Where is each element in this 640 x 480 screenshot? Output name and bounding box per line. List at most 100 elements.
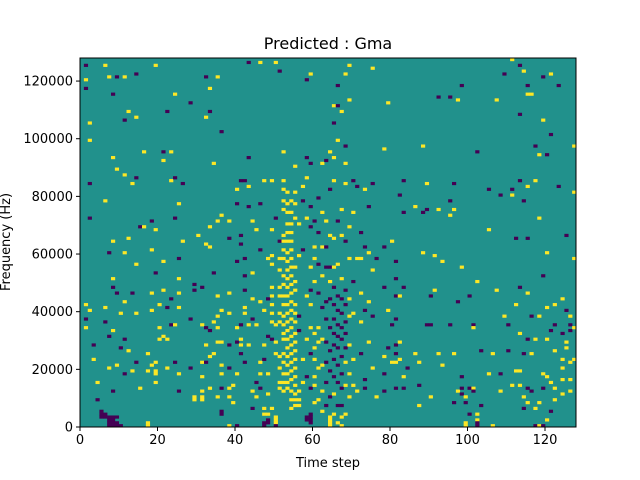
heatmap-cell (498, 389, 503, 393)
heatmap-cell (366, 340, 371, 344)
heatmap-cell (238, 337, 244, 341)
heatmap-cell (541, 118, 546, 122)
heatmap-cell (335, 308, 340, 312)
heatmap-cell (269, 294, 275, 298)
heatmap-cell (525, 236, 530, 240)
heatmap-cell (235, 424, 240, 428)
heatmap-cell (165, 337, 170, 341)
heatmap-cell (107, 421, 112, 425)
heatmap-cell (471, 326, 476, 330)
heatmap-cell (269, 337, 275, 341)
heatmap-cell (281, 179, 286, 183)
heatmap-cell (157, 303, 162, 307)
heatmap-cell (316, 398, 321, 402)
heatmap-cell (343, 72, 348, 76)
heatmap-cell (289, 352, 294, 356)
heatmap-cell (153, 369, 158, 373)
heatmap-cell (289, 239, 294, 243)
heatmap-cell (281, 150, 286, 154)
heatmap-cell (331, 121, 337, 125)
heatmap-cell (200, 395, 205, 399)
heatmap-cell (362, 386, 368, 390)
heatmap-cell (486, 372, 492, 376)
heatmap-cell (300, 248, 306, 252)
heatmap-cell (370, 66, 375, 70)
heatmap-cell (111, 328, 116, 333)
heatmap-cell (111, 239, 116, 243)
heatmap-cell (134, 262, 139, 266)
heatmap-cell (235, 372, 240, 376)
heatmap-cell (297, 398, 302, 402)
heatmap-cell (355, 389, 360, 393)
heatmap-cell (281, 248, 286, 252)
heatmap-cell (289, 274, 294, 278)
heatmap-cell (266, 334, 271, 338)
heatmap-cell (428, 395, 433, 399)
heatmap-cell (215, 326, 220, 330)
heatmap-cell (173, 360, 178, 364)
heatmap-cell (300, 199, 306, 203)
heatmap-cell (413, 352, 418, 356)
heatmap-cell (289, 248, 294, 252)
heatmap-cell (331, 392, 337, 396)
heatmap-cell (227, 386, 232, 390)
heatmap-cell (289, 291, 294, 295)
heatmap-cell (281, 239, 286, 243)
heatmap-cell (393, 259, 399, 263)
heatmap-cell (347, 63, 352, 67)
heatmap-cell (134, 115, 139, 119)
heatmap-cell (316, 230, 321, 235)
heatmap-cell (328, 326, 333, 330)
heatmap-cell (312, 383, 317, 387)
heatmap-cell (467, 294, 472, 298)
heatmap-cell (176, 372, 182, 376)
heatmap-cell (475, 279, 480, 284)
heatmap-cell (339, 277, 344, 281)
heatmap-cell (293, 279, 298, 284)
heatmap-cell (266, 421, 271, 425)
heatmap-cell (289, 389, 294, 393)
heatmap-cell (471, 323, 476, 327)
heatmap-cell (463, 421, 468, 425)
heatmap-cell (176, 389, 182, 393)
heatmap-cell (211, 271, 216, 275)
heatmap-cell (103, 63, 108, 67)
heatmap-cell (130, 291, 135, 295)
heatmap-cell (339, 109, 344, 114)
heatmap-cell (87, 181, 92, 186)
heatmap-cell (552, 349, 557, 353)
heatmap-cell (339, 233, 344, 238)
heatmap-cell (293, 216, 298, 220)
heatmap-cell (250, 271, 255, 275)
heatmap-cell (207, 225, 213, 229)
heatmap-cell (421, 210, 426, 214)
heatmap-cell (281, 294, 286, 298)
heatmap-cell (343, 331, 348, 336)
heatmap-cell (393, 343, 399, 347)
heatmap-cell (114, 421, 120, 425)
heatmap-cell (176, 277, 182, 281)
heatmap-cell (347, 395, 352, 399)
heatmap-cell (390, 323, 395, 327)
heatmap-cell (111, 285, 116, 289)
x-tick-label: 120 (533, 433, 558, 448)
heatmap-cell (266, 418, 271, 422)
heatmap-cell (320, 363, 325, 367)
heatmap-cell (401, 179, 406, 183)
y-axis-label: Frequency (Hz) (0, 193, 14, 291)
heatmap-cell (324, 265, 329, 269)
heatmap-cell (359, 352, 364, 356)
heatmap-cell (568, 328, 573, 333)
heatmap-cell (254, 323, 259, 327)
heatmap-cell (312, 256, 317, 261)
heatmap-cell (277, 256, 282, 261)
heatmap-cell (180, 181, 185, 186)
heatmap-cell (331, 331, 337, 336)
heatmap-cell (289, 406, 294, 410)
heatmap-cell (308, 412, 313, 416)
heatmap-cell (149, 219, 154, 223)
heatmap-cell (564, 233, 569, 238)
heatmap-cell (471, 386, 476, 390)
heatmap-cell (285, 363, 290, 367)
heatmap-cell (304, 337, 309, 341)
